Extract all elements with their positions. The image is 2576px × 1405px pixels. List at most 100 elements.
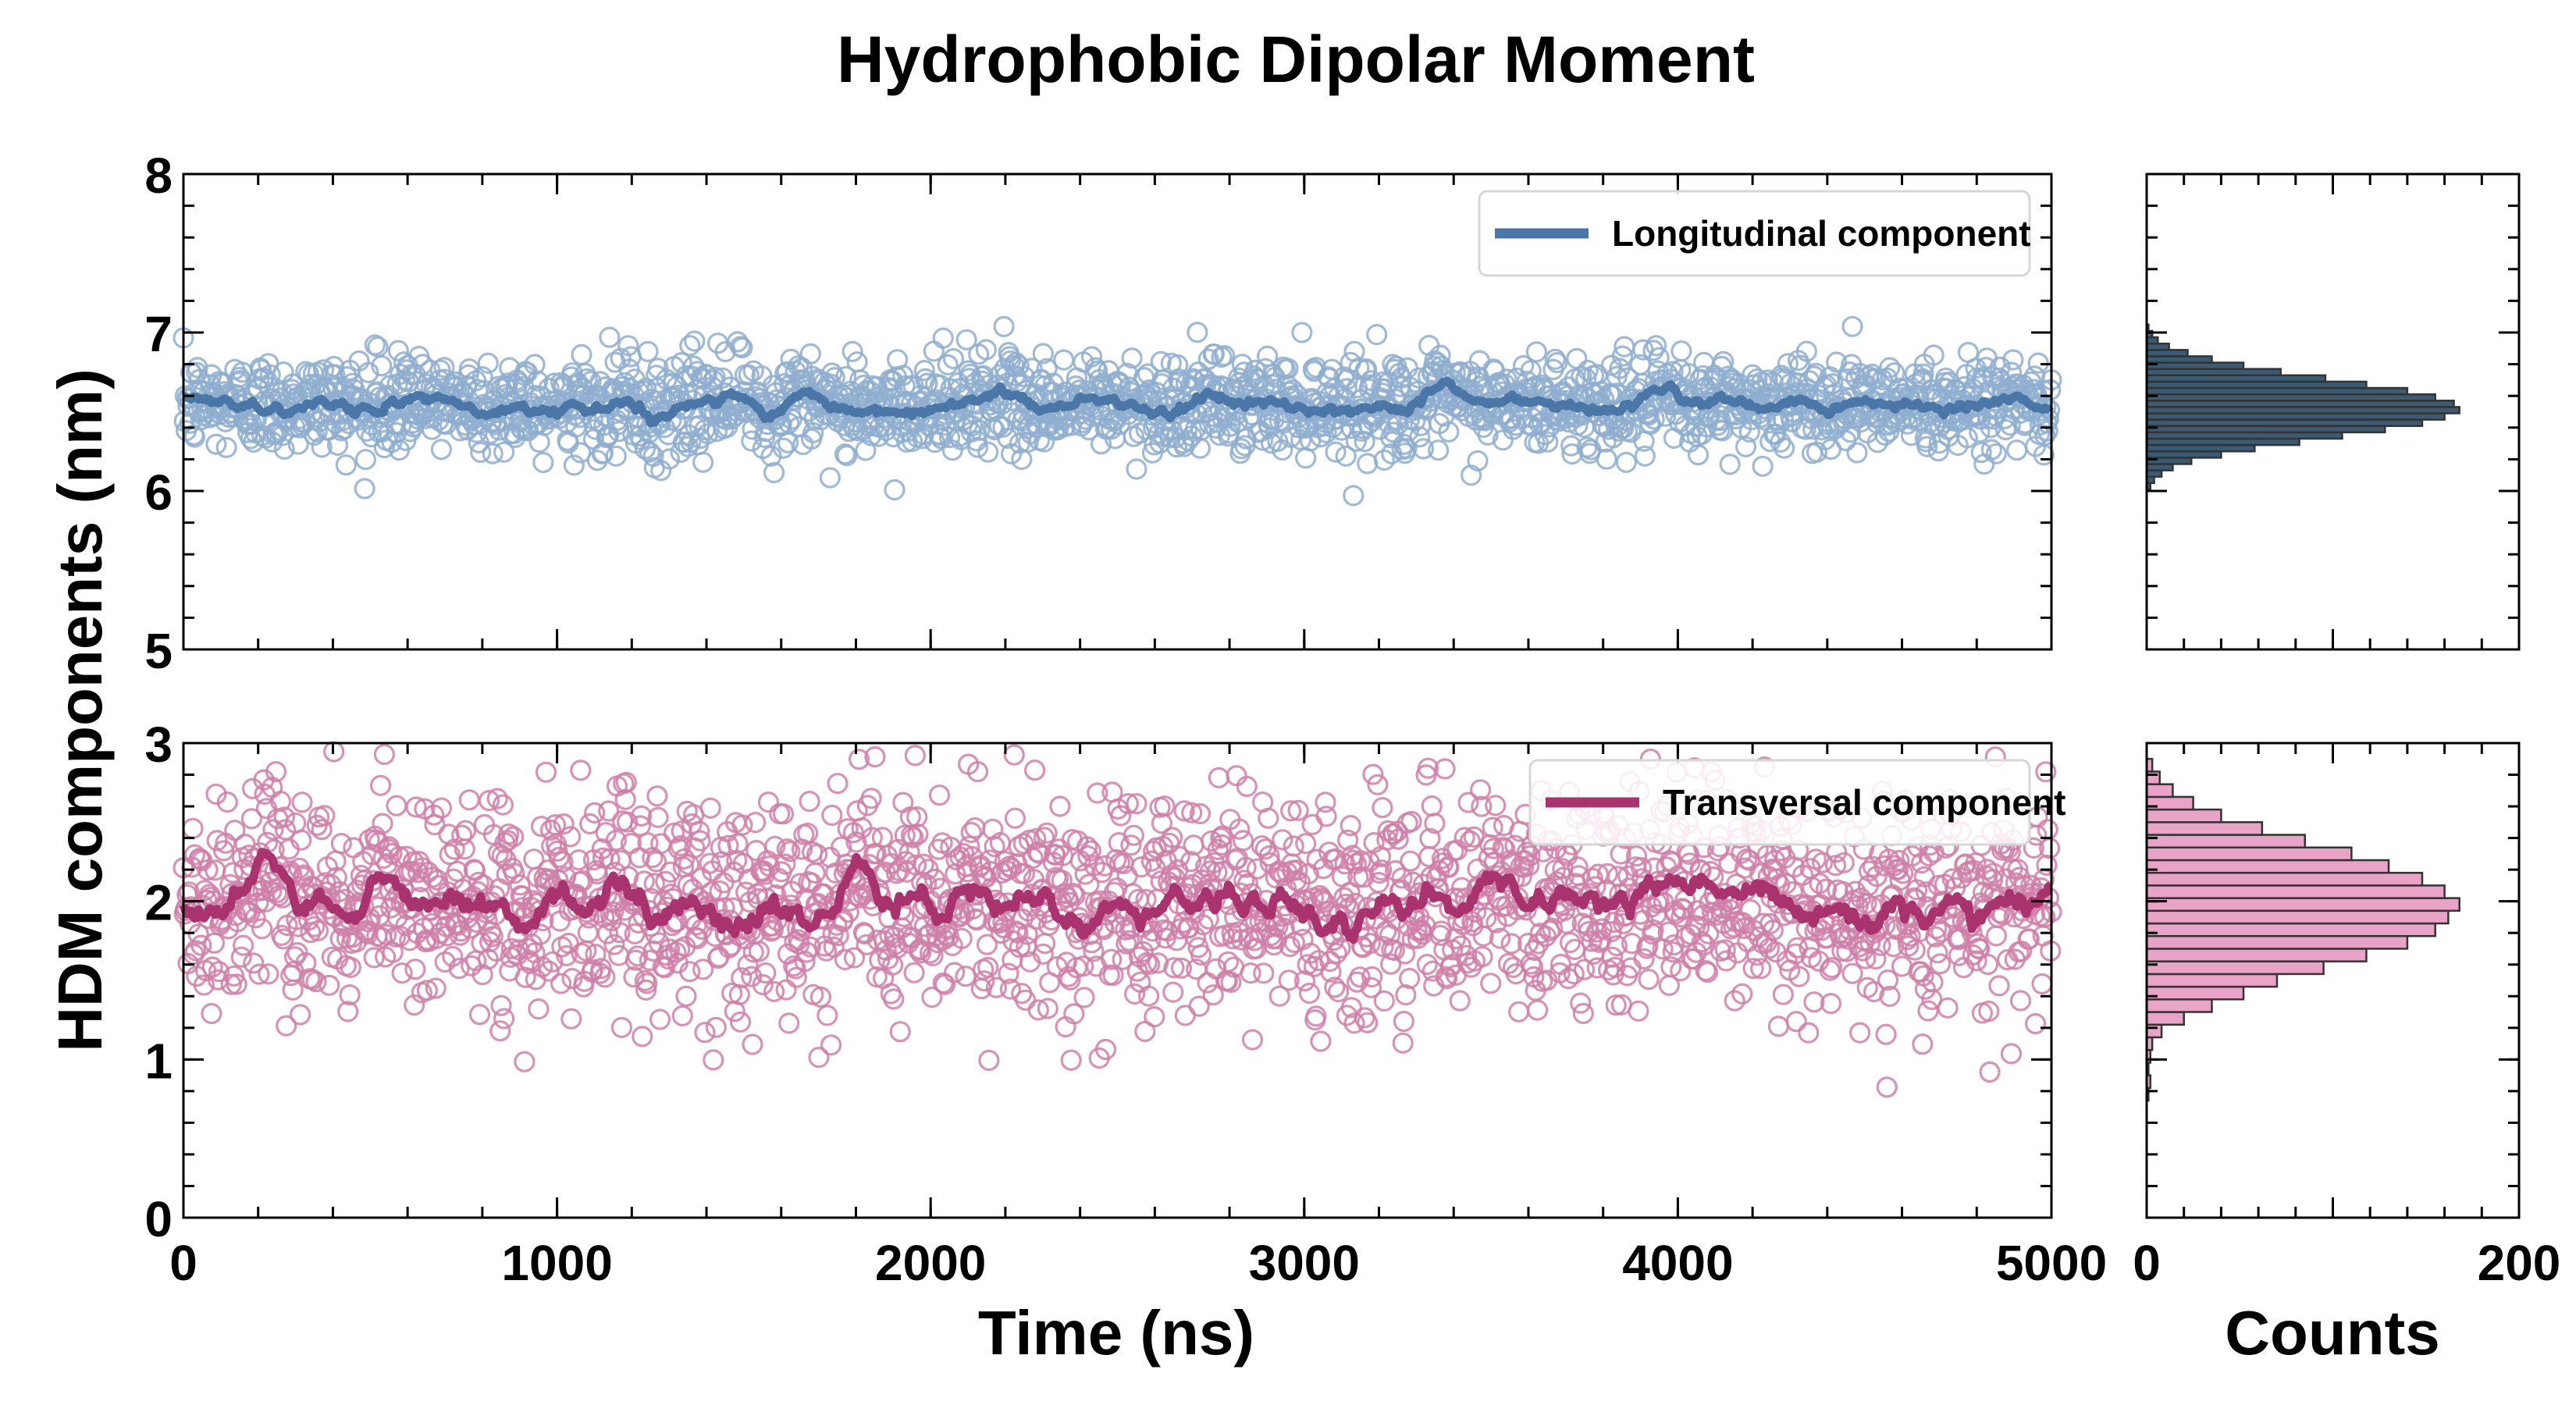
transversal-point: [2037, 819, 2058, 841]
longitudinal-point: [836, 444, 858, 467]
transversal-frame: [182, 742, 2053, 1219]
longitudinal-point: [932, 327, 954, 349]
longitudinal-point: [532, 451, 554, 474]
transversal-point: [1824, 855, 1847, 877]
longitudinal-y-tick-label: 7: [144, 306, 173, 362]
transversal-point: [514, 1051, 535, 1072]
transversal-point: [705, 1016, 727, 1038]
transversal-point: [1927, 942, 1948, 964]
longitudinal-point: [1071, 411, 1094, 434]
transversal-point: [1698, 923, 1720, 944]
transversal-point: [675, 985, 697, 1007]
longitudinal-point: [466, 422, 488, 443]
transversal-hist-bar: [2145, 821, 2264, 836]
transversal-point: [454, 820, 477, 841]
transversal-point: [1596, 863, 1618, 885]
transversal-point: [388, 845, 411, 868]
longitudinal-point: [467, 379, 489, 400]
longitudinal-point: [1525, 341, 1548, 363]
transversal-point: [845, 831, 867, 853]
longitudinal-point: [570, 442, 592, 464]
transversal-point: [1417, 757, 1439, 779]
transversal-point: [904, 745, 926, 767]
longitudinal-point: [1477, 424, 1499, 446]
transversal-point: [216, 791, 238, 813]
longitudinal-point: [371, 355, 393, 377]
transversal-point: [337, 1001, 359, 1023]
transversal-hist-bar: [2145, 935, 2409, 950]
longitudinal-point: [477, 352, 499, 374]
transversal-point: [230, 946, 252, 968]
longitudinal-point: [1670, 340, 1692, 362]
transversal-point: [2000, 1043, 2023, 1065]
transversal-point: [1073, 955, 1094, 977]
transversal-point: [1918, 845, 1940, 867]
transversal-point: [1118, 930, 1140, 951]
transversal-point: [1102, 964, 1124, 987]
longitudinal-legend-label: Longitudinal component: [1612, 213, 2031, 254]
transversal-point: [1032, 943, 1054, 965]
transversal-point: [2025, 1012, 2047, 1035]
transversal-point: [978, 1049, 1000, 1072]
transversal-point: [1329, 937, 1351, 959]
transversal-point: [1278, 969, 1300, 991]
transversal-point: [1063, 1003, 1085, 1025]
transversal-point: [405, 796, 427, 818]
longitudinal-point: [524, 354, 546, 375]
transversal-point: [1449, 990, 1471, 1012]
longitudinal-point: [1648, 347, 1670, 368]
transversal-legend: Transversal component: [1528, 759, 2065, 846]
longitudinal-point: [1537, 431, 1559, 453]
longitudinal-point: [835, 365, 857, 388]
longitudinal-legend: Longitudinal component: [1478, 190, 2031, 277]
transversal-point: [203, 932, 226, 954]
transversal-point: [2009, 990, 2032, 1012]
longitudinal-point: [445, 375, 468, 397]
transversal-point: [646, 785, 668, 807]
transversal-point: [744, 811, 767, 834]
longitudinal-point: [1719, 454, 1741, 475]
transversal-point: [570, 759, 592, 781]
transversal-point: [1123, 824, 1145, 846]
transversal-point: [827, 773, 849, 795]
longitudinal-point: [527, 370, 549, 392]
transversal-point: [1207, 838, 1229, 861]
transversal-point: [1917, 1000, 1939, 1022]
transversal-point: [305, 971, 327, 993]
transversal-point: [748, 941, 770, 962]
longitudinal-point: [1412, 438, 1435, 460]
longitudinal-point: [1429, 344, 1451, 366]
transversal-point: [1912, 1033, 1934, 1055]
transversal-point: [1025, 827, 1047, 850]
longitudinal-point: [1053, 349, 1075, 371]
x-tick-label: 0: [169, 1235, 197, 1291]
transversal-point: [633, 870, 655, 892]
hist-x-tick-label: 200: [2478, 1235, 2561, 1291]
transversal-point: [1162, 981, 1184, 1003]
transversal-point: [763, 980, 785, 1002]
longitudinal-point: [1841, 315, 1863, 337]
transversal-point: [1308, 949, 1330, 972]
transversal-point: [1340, 997, 1363, 1019]
transversal-point: [458, 789, 480, 811]
longitudinal-point: [1126, 458, 1147, 480]
transversal-point: [1173, 800, 1195, 822]
longitudinal-point: [1615, 451, 1637, 474]
transversal-point: [1083, 855, 1105, 877]
transversal-point: [1679, 852, 1701, 874]
longitudinal-hist-bars: [2145, 323, 2460, 491]
transversal-point: [817, 1005, 838, 1026]
longitudinal-point: [1717, 365, 1739, 387]
longitudinal-point: [1752, 455, 1774, 477]
transversal-point: [1911, 852, 1933, 874]
transversal-point: [1117, 792, 1139, 815]
transversal-point: [311, 819, 333, 841]
longitudinal-point: [937, 354, 959, 375]
longitudinal-point: [599, 326, 621, 348]
longitudinal-point: [2037, 420, 2058, 442]
transversal-point: [1206, 861, 1228, 883]
transversal-point: [1101, 948, 1123, 970]
transversal-y-tick-label: 0: [144, 1191, 173, 1247]
transversal-point: [1087, 782, 1108, 804]
transversal-point: [183, 844, 205, 866]
